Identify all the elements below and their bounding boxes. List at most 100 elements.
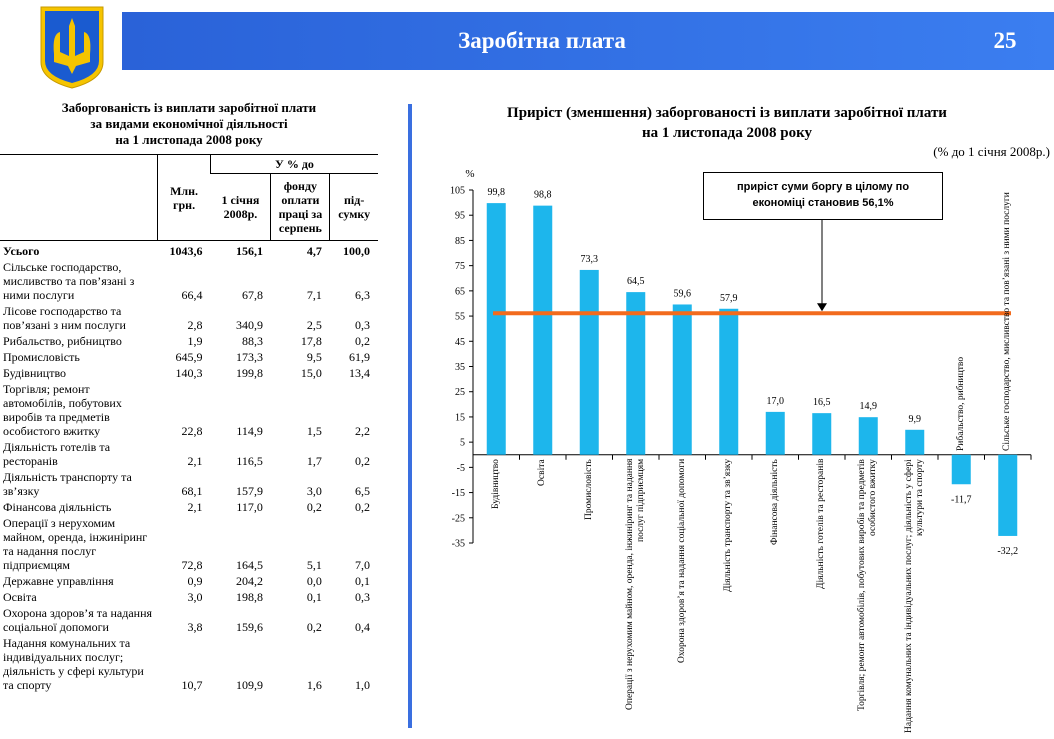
header-cell — [0, 154, 158, 241]
table-row: Фінансова діяльність 2,1 117,0 0,2 0,2 — [0, 498, 378, 514]
value-label: 99,8 — [488, 187, 506, 198]
x-tick-label: Діяльність транспорту та зв’язку — [723, 458, 734, 592]
header-cell: фонду оплати праці за серпень — [270, 173, 330, 241]
value-label: 59,6 — [674, 288, 692, 299]
table-row: Будівництво 140,3 199,8 15,0 13,4 — [0, 364, 378, 380]
x-tick-label: Операції з нерухомим майном, оренда, інж… — [624, 458, 646, 711]
chart-title: Приріст (зменшення) заборгованості із ви… — [507, 105, 947, 121]
bar — [533, 205, 553, 455]
table-head: Млн. грн. У % до 1 січня 2008р. фонду оплат… — [0, 154, 378, 241]
bar — [579, 269, 599, 455]
header-row: Млн. грн. У % до — [0, 154, 378, 241]
annotation: приріст суми боргу в цілому по економіці… — [703, 172, 943, 220]
header-bar — [122, 12, 1054, 70]
table-row: Лісове господарство та пов’язані з ним п… — [0, 302, 378, 332]
header-title: Заробітна плата — [458, 28, 626, 53]
x-tick-label: Рибальство, рибництво — [955, 356, 966, 451]
table-row: Рибальство, рибництво 1,9 88,3 17,8 0,2 — [0, 332, 378, 348]
number-cell: 156,1 — [235, 244, 263, 258]
x-tick-label: Фінансова діяльність — [769, 458, 780, 545]
number-cell: 198,8 — [235, 590, 263, 604]
value-label: 16,5 — [813, 397, 831, 408]
y-tick-label: 35 — [455, 362, 465, 373]
number-cell: 100,0 — [343, 244, 370, 258]
number-cell: 61,9 — [349, 350, 370, 364]
value-label: 9,9 — [909, 414, 922, 425]
label-cell: Діяльність транспорту та зв’язку — [3, 470, 132, 498]
number-cell: 109,9 — [235, 678, 263, 692]
y-tick-label: 75 — [455, 261, 465, 272]
header-row: 1 січня 2008р. фонду оплати праці за серп… — [0, 173, 378, 241]
table-row: Усього 1043,6 156,1 4,7 100,0 — [0, 241, 378, 259]
bar — [998, 454, 1018, 536]
number-cell: 0,2 — [355, 454, 370, 468]
number-cell: 5,1 — [306, 558, 322, 572]
number-cell: 0,4 — [355, 620, 370, 634]
table-row: Державне управління 0,9 204,2 0,0 0,1 — [0, 572, 378, 588]
number-cell: 7,1 — [306, 288, 322, 302]
x-tick-label: Надання комунальних та індивідуальних по… — [903, 458, 925, 733]
number-cell: 2,1 — [187, 500, 203, 514]
table-body: Усього 1043,6 156,1 4,7 100,0 Сільське господ… — [0, 241, 378, 692]
table-row: Надання комунальних та індивідуальних по… — [0, 634, 378, 692]
bar — [812, 413, 832, 455]
number-cell: 2,1 — [187, 454, 203, 468]
number-cell: 0,1 — [306, 590, 322, 604]
y-tick-label: 5 — [460, 438, 465, 449]
table: Млн. грн. У % до 1 січня 2008р. фонду оплат… — [0, 154, 378, 692]
y-tick-label: -15 — [452, 488, 465, 499]
value-label: 98,8 — [534, 190, 552, 201]
table-title-line: Заборгованість із виплати заробітної пла… — [61, 100, 317, 115]
y-tick-label: 95 — [455, 211, 465, 222]
y-tick-label: -35 — [452, 539, 465, 550]
number-cell: 67,8 — [241, 288, 263, 302]
number-cell: 10,7 — [181, 678, 203, 692]
number-cell: 9,5 — [306, 350, 322, 364]
table-row: Сільське господарство, мисливство та пов… — [0, 258, 378, 302]
number-cell: 0,2 — [306, 620, 322, 634]
label-cell: Державне управління — [3, 574, 114, 588]
number-cell: 116,5 — [236, 454, 263, 468]
number-cell: 2,5 — [306, 318, 322, 332]
number-cell: 140,3 — [175, 366, 203, 380]
x-tick-label: Освіта — [537, 458, 548, 486]
label-cell: Надання комунальних та індивідуальних по… — [3, 636, 144, 692]
header-cell: 1 січня 2008р. — [210, 173, 271, 241]
value-label: 73,3 — [581, 254, 599, 265]
number-cell: 159,6 — [235, 620, 263, 634]
number-cell: 173,3 — [235, 350, 263, 364]
y-tick-label: 105 — [450, 186, 465, 197]
table-row: Охорона здоров’я та надання соціальної д… — [0, 604, 378, 634]
number-cell: 0,2 — [306, 500, 322, 514]
x-tick-label: Промисловість — [583, 458, 594, 520]
number-cell: 0,3 — [355, 590, 370, 604]
label-cell: Рибальство, рибництво — [3, 334, 122, 348]
number-cell: 4,7 — [306, 244, 322, 258]
number-cell: 0,2 — [355, 500, 370, 514]
number-cell: 117,0 — [236, 500, 263, 514]
number-cell: 13,4 — [349, 366, 370, 380]
table-title-line: на 1 листопада 2008 року — [115, 132, 263, 147]
number-cell: 1,9 — [187, 334, 203, 348]
table-row: Освіта 3,0 198,8 0,1 0,3 — [0, 588, 378, 604]
label-cell: Фінансова діяльність — [3, 500, 112, 514]
label-cell: Операції з нерухомим майном, оренда, інж… — [3, 516, 148, 572]
coat-of-arms — [40, 6, 104, 89]
number-cell: 340,9 — [235, 318, 263, 332]
number-cell: 645,9 — [175, 350, 203, 364]
number-cell: 0,9 — [187, 574, 203, 588]
table-row: Торгівля; ремонт автомобілів, побутових … — [0, 380, 378, 438]
x-tick-label: Діяльність готелів та ресторанів — [816, 458, 827, 590]
bar — [672, 304, 692, 455]
table-title-line: за видами економічної діяльності — [90, 116, 288, 131]
number-cell: 15,0 — [300, 366, 322, 380]
number-cell: 88,3 — [241, 334, 263, 348]
x-tick-label: Охорона здоров’я та надання соціальної д… — [676, 458, 687, 663]
number-cell: 199,8 — [235, 366, 263, 380]
table-row: Промисловість 645,9 173,3 9,5 61,9 — [0, 348, 378, 364]
number-cell: 66,4 — [181, 288, 203, 302]
y-tick-label: 15 — [455, 412, 465, 423]
table-row: Діяльність транспорту та зв’язку 68,1 157,… — [0, 468, 378, 498]
number-cell: 3,0 — [187, 590, 203, 604]
